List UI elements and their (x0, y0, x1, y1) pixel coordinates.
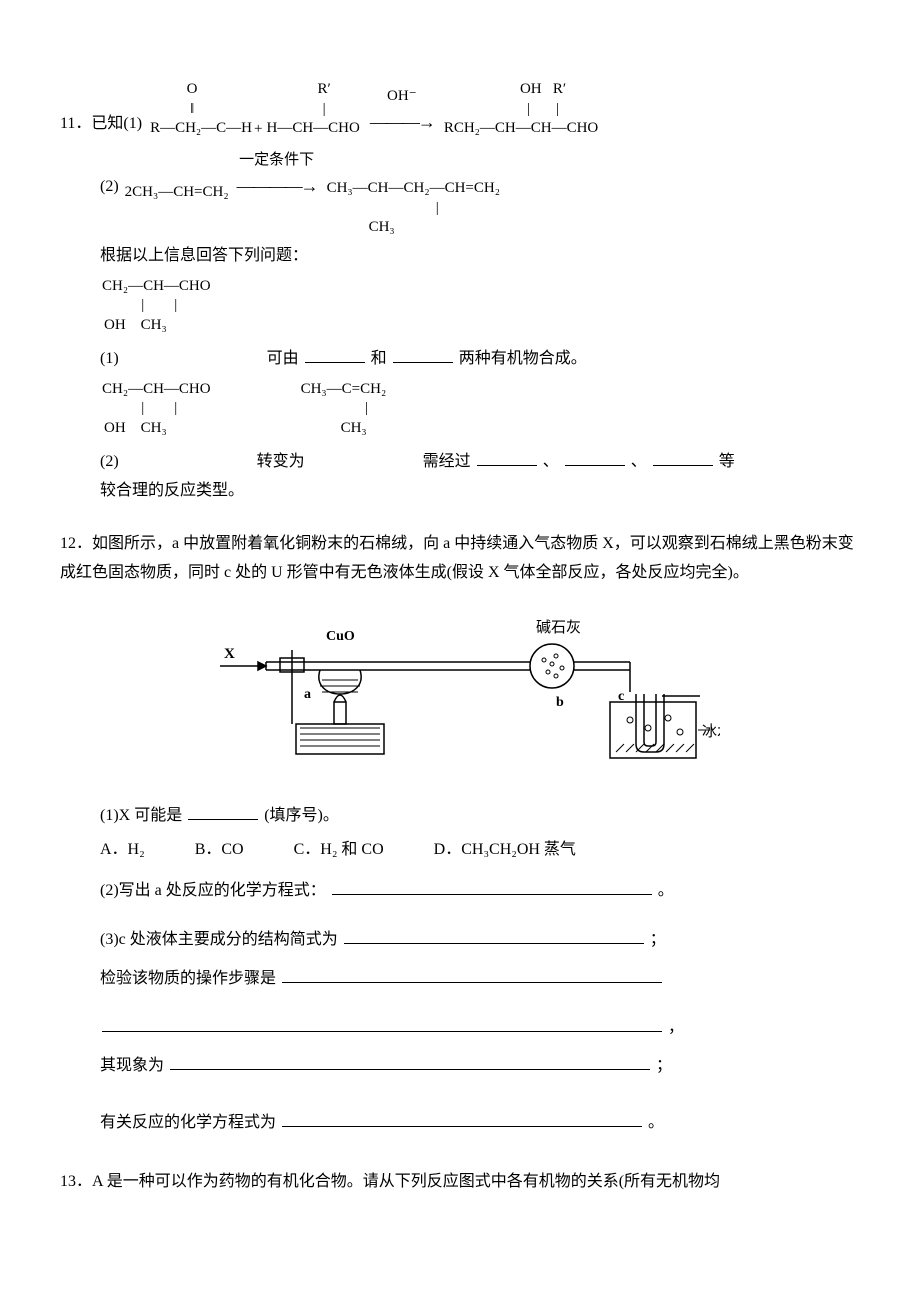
period: 。 (648, 1114, 664, 1131)
q12-sub3b: 检验该物质的操作步骤是 (100, 963, 860, 994)
label-cuo: CuO (326, 629, 355, 644)
blank-input[interactable] (305, 343, 365, 363)
blank-input[interactable] (282, 1107, 642, 1127)
blank-input[interactable] (344, 924, 644, 944)
q12-options: A．H₂ B．CO C．H₂ 和 CO D．CH₃CH₂OH 蒸气 (100, 836, 860, 865)
q11-row2-label: (2) (100, 173, 119, 202)
q12-sub2: (2)写出 a 处反应的化学方程式： 。 (100, 875, 860, 906)
q11-r1-reactant-1: O ‖ R—CH₂—C—H (150, 80, 252, 139)
q11-reaction-1: 11． 已知(1) O ‖ R—CH₂—C—H + R′ | H—CH—CHO … (60, 80, 860, 139)
q11-sub2-left: CH₂—CH—CHO | | OH CH₃ (102, 380, 211, 439)
q11-reaction-2: (2) 2CH₃—CH=CH₂ 一定条件下 ————→ CH₃—CH—CH₂—C… (100, 147, 860, 202)
q12-sub3c: 其现象为 ； (100, 1050, 860, 1081)
label-ice: 冰水 (702, 723, 720, 740)
q12-number: 12． (60, 535, 92, 552)
q11-sub2-line: (2) 转变为 需经过 、 、 等 (100, 446, 860, 477)
q12-body-text: 如图所示，a 中放置附着氧化铜粉末的石棉绒，向 a 中持续通入气态物质 X，可以… (60, 535, 854, 581)
q12-sub3d: 有关反应的化学方程式为 。 (100, 1107, 860, 1138)
sub3b-text: 检验该物质的操作步骤是 (100, 970, 276, 987)
q11-sub1: CH₂—CH—CHO | | OH CH₃ (100, 277, 860, 318)
blank-input[interactable] (332, 875, 652, 895)
blank-input[interactable] (653, 446, 713, 466)
semicolon: ； (650, 931, 666, 948)
apparatus-svg: X CuO a b c 碱石灰 冰水 (200, 602, 720, 782)
q11-sub1-text: (1) 可由 和 两种有机物合成。 (100, 343, 860, 374)
option-b[interactable]: B．CO (195, 836, 244, 865)
q11-r2-product: CH₃—CH—CH₂—CH=CH₂ | CH₃ (327, 179, 500, 238)
blank-input[interactable] (565, 446, 625, 466)
sub1-label: (1)X 可能是 (100, 807, 182, 824)
sub2-tail-a: 需经过 (423, 453, 471, 470)
q11-r2-arrow: 一定条件下 ————→ (237, 147, 317, 202)
sub1-text-a: 可由 (267, 350, 299, 367)
question-12: 12．如图所示，a 中放置附着氧化铜粉末的石棉绒，向 a 中持续通入气态物质 X… (60, 530, 860, 1138)
sub2-label: (2) (100, 453, 119, 470)
blank-input[interactable] (477, 446, 537, 466)
option-a[interactable]: A．H₂ (100, 836, 145, 865)
blank-input[interactable] (393, 343, 453, 363)
sub1-text-c: 两种有机物合成。 (459, 350, 587, 367)
blank-input[interactable] (282, 963, 662, 983)
question-11: 11． 已知(1) O ‖ R—CH₂—C—H + R′ | H—CH—CHO … (60, 80, 860, 506)
q13-body-text: A 是一种可以作为药物的有机化合物。请从下列反应图式中各有机物的关系(所有无机物… (92, 1173, 720, 1190)
sub3a-text: (3)c 处液体主要成分的结构简式为 (100, 931, 338, 948)
comma: ， (668, 1019, 684, 1036)
sub3c-text: 其现象为 (100, 1057, 164, 1074)
sub1-tail: (填序号)。 (264, 807, 339, 824)
q11-sub2: CH₂—CH—CHO | | OH CH₃ CH₃—C=CH₂ | CH₃ (100, 380, 860, 421)
q11-intro: 已知(1) (91, 110, 142, 139)
blank-input[interactable] (170, 1050, 650, 1070)
sub1-text-b: 和 (371, 350, 387, 367)
q11-r1-product: OH R′ | | RCH₂—CH—CH—CHO (444, 80, 598, 139)
q11-sub1-formula: CH₂—CH—CHO | | OH CH₃ (102, 277, 211, 336)
q12-sub3b-cont: ， (100, 1012, 860, 1043)
q12-stem: 12．如图所示，a 中放置附着氧化铜粉末的石棉绒，向 a 中持续通入气态物质 X… (60, 530, 860, 588)
option-d[interactable]: D．CH₃CH₂OH 蒸气 (434, 836, 576, 865)
option-c[interactable]: C．H₂ 和 CO (294, 836, 384, 865)
sub2-text: (2)写出 a 处反应的化学方程式： (100, 882, 326, 899)
q13-number: 13． (60, 1173, 92, 1190)
sub2-mid: 转变为 (257, 453, 305, 470)
label-a: a (304, 687, 311, 702)
label-x: X (224, 646, 235, 662)
sep: 、 (543, 453, 559, 470)
period: 。 (658, 882, 674, 899)
label-b: b (556, 695, 564, 710)
q11-sub2-right: CH₃—C=CH₂ | CH₃ (301, 380, 387, 439)
question-13: 13．A 是一种可以作为药物的有机化合物。请从下列反应图式中各有机物的关系(所有… (60, 1168, 860, 1197)
q11-number: 11． (60, 110, 91, 139)
sub1-label: (1) (100, 350, 119, 367)
q11-r1-reactant-2: R′ | H—CH—CHO (266, 80, 359, 139)
plus-sign: + (254, 120, 262, 139)
q12-sub3a: (3)c 处液体主要成分的结构简式为 ； (100, 924, 860, 955)
q12-sub1: (1)X 可能是 (填序号)。 (100, 800, 860, 831)
q11-followup: 根据以上信息回答下列问题： (100, 242, 860, 271)
q11-sub2-line2: 较合理的反应类型。 (100, 477, 860, 506)
q11-r2-reactant: 2CH₃—CH=CH₂ (125, 183, 229, 202)
label-c: c (618, 689, 624, 704)
blank-input[interactable] (102, 1012, 662, 1032)
q11-r1-arrow: OH⁻ ———→ (370, 83, 434, 138)
q12-diagram: X CuO a b c 碱石灰 冰水 (60, 602, 860, 782)
label-lime: 碱石灰 (536, 619, 581, 636)
sep: 、 (631, 453, 647, 470)
sub2-tail-end: 等 (719, 453, 735, 470)
blank-input[interactable] (188, 800, 258, 820)
semicolon: ； (656, 1057, 672, 1074)
sub3d-text: 有关反应的化学方程式为 (100, 1114, 276, 1131)
